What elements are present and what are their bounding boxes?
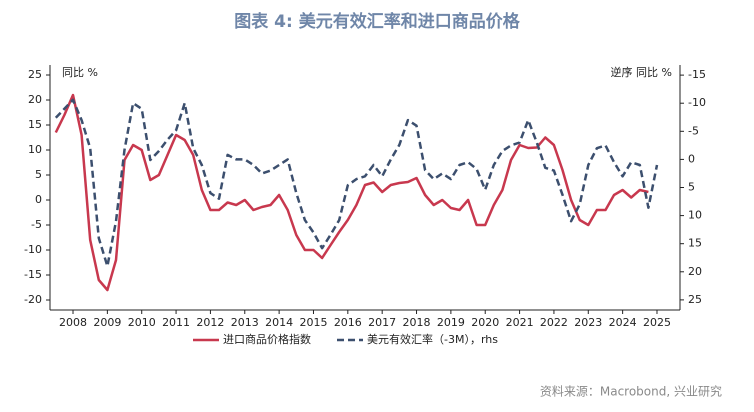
y-tick-label: 5 (35, 168, 42, 181)
legend-label: 美元有效汇率（-3M），rhs (367, 332, 498, 346)
x-tick-label: 2021 (506, 316, 534, 329)
x-tick-label: 2016 (334, 316, 362, 329)
chart-title: 图表 4: 美元有效汇率和进口商品价格 (234, 11, 520, 32)
x-tick-label: 2017 (368, 316, 396, 329)
y-axis-label: 同比 % (62, 66, 98, 79)
x-tick-label: 2024 (609, 316, 637, 329)
y2-tick-label: 10 (688, 209, 702, 222)
x-tick-label: 2022 (540, 316, 568, 329)
y-tick-label: 0 (35, 193, 42, 206)
x-tick-label: 2020 (471, 316, 499, 329)
x-tick-label: 2023 (574, 316, 602, 329)
x-tick-label: 2011 (162, 316, 190, 329)
y-tick-label: 25 (28, 68, 42, 81)
x-tick-label: 2014 (265, 316, 293, 329)
y2-tick-label: 5 (688, 181, 695, 194)
x-tick-label: 2015 (299, 316, 327, 329)
x-tick-label: 2013 (231, 316, 259, 329)
y-tick-label: -15 (24, 268, 42, 281)
y2-tick-label: -10 (688, 96, 706, 109)
y2-tick-label: 20 (688, 265, 702, 278)
y-tick-label: -10 (24, 243, 42, 256)
y-tick-label: 20 (28, 93, 42, 106)
series-line (54, 93, 649, 292)
y-tick-label: 10 (28, 143, 42, 156)
y2-tick-label: 25 (688, 293, 702, 306)
x-tick-label: 2009 (93, 316, 121, 329)
x-tick-label: 2025 (643, 316, 671, 329)
x-tick-label: 2008 (59, 316, 87, 329)
legend-label: 进口商品价格指数 (223, 332, 311, 346)
x-tick-label: 2018 (403, 316, 431, 329)
x-tick-label: 2019 (437, 316, 465, 329)
y2-tick-label: 0 (688, 152, 695, 165)
y2-axis-label: 逆序 同比 % (611, 65, 672, 79)
y2-tick-label: 15 (688, 237, 702, 250)
source-note: 资料来源：Macrobond, 兴业研究 (540, 384, 722, 399)
x-tick-label: 2010 (128, 316, 156, 329)
y-tick-label: 15 (28, 118, 42, 131)
series-line (54, 98, 659, 268)
y2-tick-label: -5 (688, 124, 699, 137)
y-tick-label: -20 (24, 293, 42, 306)
x-tick-label: 2012 (196, 316, 224, 329)
y-tick-label: -5 (31, 218, 42, 231)
y2-tick-label: -15 (688, 68, 706, 81)
